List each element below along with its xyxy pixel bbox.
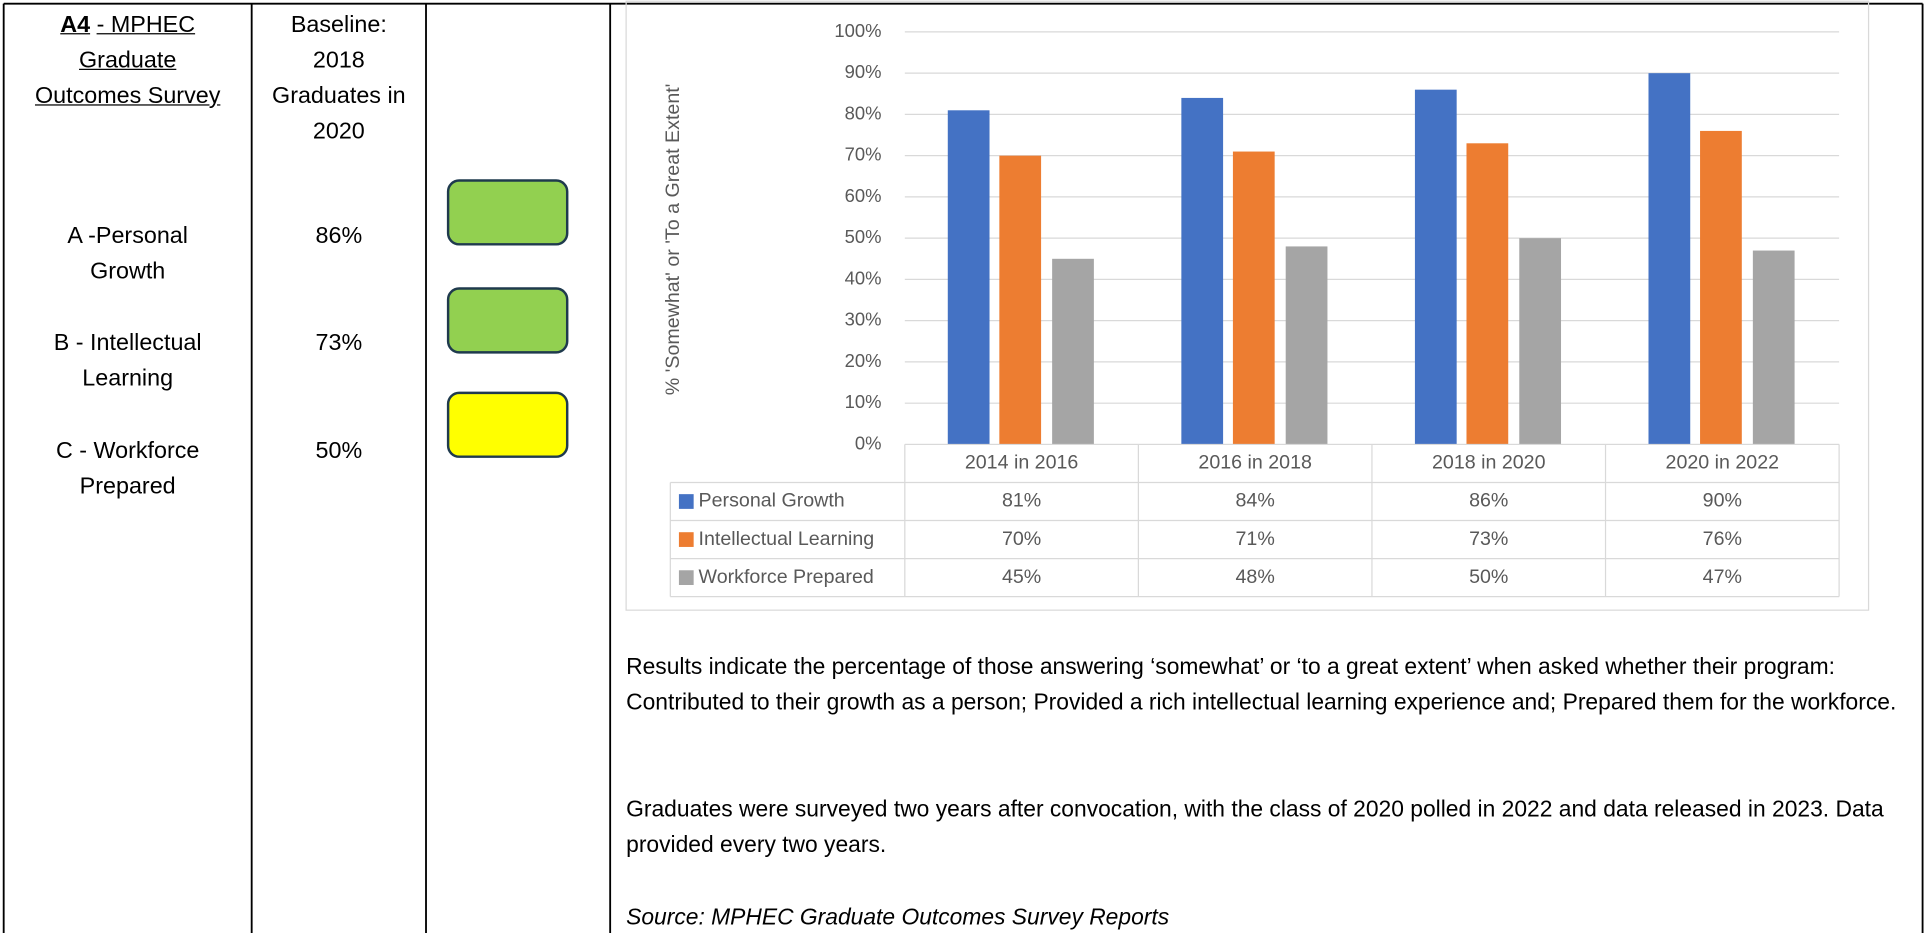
row-label: C - Workforce Prepared — [55, 438, 200, 500]
value-label: 76% — [1703, 528, 1742, 550]
value-label: 71% — [1236, 528, 1275, 550]
y-tick-label: 20% — [845, 350, 882, 371]
value-label: 73% — [1469, 528, 1508, 550]
value-label: 50% — [1469, 566, 1508, 588]
y-tick-label: 40% — [845, 267, 882, 288]
value-label: 47% — [1703, 566, 1742, 588]
status-box — [446, 287, 569, 354]
category-label: 2018 in 2020 — [1432, 452, 1546, 474]
category-label: 2020 in 2022 — [1666, 452, 1780, 474]
status-box — [446, 391, 569, 458]
note: Graduates were surveyed two years after … — [626, 795, 1884, 857]
survey-name: - MPHEC Graduate Outcomes Survey — [34, 12, 221, 110]
baseline-header: Baseline: 2018 Graduates in 2020 — [272, 12, 406, 145]
value-label: 45% — [1002, 566, 1041, 588]
bar — [1700, 130, 1742, 445]
y-axis-label: % 'Somewhat' or 'To a Great Extent' — [662, 84, 684, 396]
bar — [999, 155, 1042, 445]
status-box — [446, 179, 569, 246]
y-tick-label: 50% — [845, 226, 882, 247]
category-label: 2016 in 2018 — [1198, 452, 1312, 474]
source-note: Source: MPHEC Graduate Outcomes Survey R… — [626, 903, 1170, 930]
legend-label: Intellectual Learning — [699, 528, 875, 550]
chart: 0% 10% 20% 30% 40% 50% 60% 70% 80% 90% 100% % 'Some… — [662, 20, 1840, 598]
legend-swatch — [678, 532, 694, 547]
bar — [1181, 97, 1224, 445]
row-label: B - Intellectual Learning — [53, 330, 202, 392]
chart-frame — [625, 0, 1870, 611]
value-label: 84% — [1236, 490, 1275, 512]
y-tick-label: 10% — [845, 391, 882, 412]
bar — [947, 110, 990, 445]
y-tick-label: 100% — [834, 20, 881, 41]
note: Results indicate the percentage of those… — [626, 653, 1897, 715]
y-tick-label: 70% — [845, 144, 882, 165]
baseline-value: 86% — [315, 223, 363, 250]
legend-swatch — [678, 494, 694, 509]
bar — [1648, 73, 1691, 445]
bar — [1414, 89, 1457, 445]
y-tick-label: 60% — [845, 185, 882, 206]
legend-swatch — [678, 570, 694, 585]
bar — [1232, 151, 1275, 445]
bar — [1285, 246, 1328, 445]
value-label: 90% — [1703, 490, 1742, 512]
survey-code: A4 — [60, 12, 91, 39]
baseline-value: 73% — [315, 330, 363, 357]
y-tick-label: 0% — [855, 432, 882, 453]
value-label: 70% — [1002, 528, 1041, 550]
row-label: A -Personal Growth — [67, 223, 188, 285]
legend-label: Workforce Prepared — [699, 566, 874, 588]
bar — [1519, 238, 1562, 445]
value-label: 81% — [1002, 490, 1041, 512]
bar — [1052, 258, 1094, 445]
y-tick-label: 30% — [845, 309, 882, 330]
value-label: 86% — [1469, 490, 1508, 512]
bar — [1466, 143, 1509, 445]
baseline-value: 50% — [315, 438, 363, 465]
category-label: 2014 in 2016 — [965, 452, 1079, 474]
bar — [1752, 250, 1795, 445]
survey-title: A4 - MPHEC Graduate Outcomes Survey — [25, 7, 231, 114]
value-label: 48% — [1236, 566, 1275, 588]
status-column — [446, 179, 569, 458]
y-tick-label: 80% — [845, 102, 882, 123]
legend-label: Personal Growth — [699, 490, 845, 512]
y-tick-label: 90% — [845, 61, 882, 82]
